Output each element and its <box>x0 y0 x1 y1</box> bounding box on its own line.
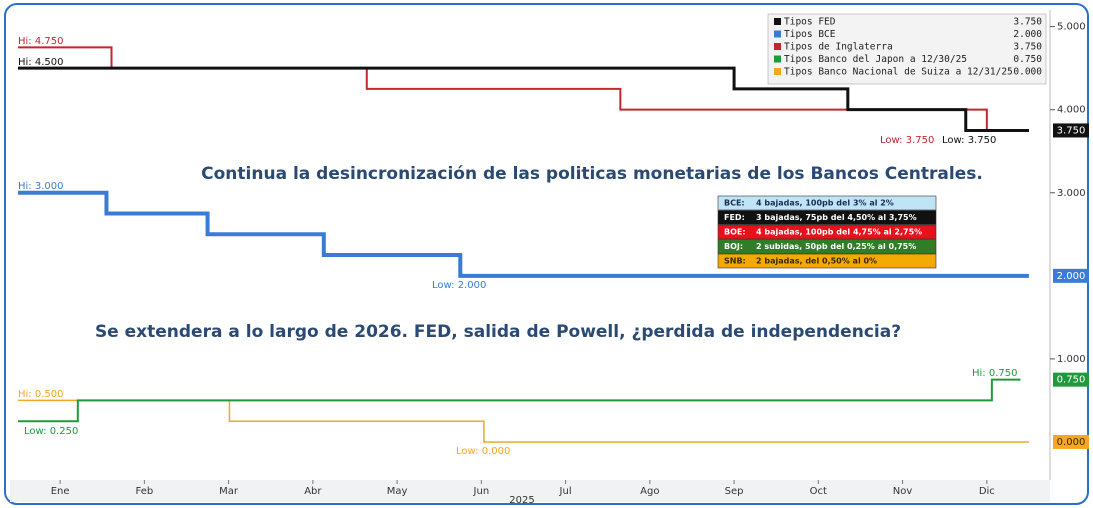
last-value-tag <box>1053 268 1089 283</box>
annotation: Low: 0.000 <box>456 446 510 457</box>
legend-label: Tipos FED <box>784 17 836 28</box>
table-row-text: 4 bajadas, 100pb del 3% al 2% <box>756 199 894 208</box>
legend-value: 3.750 <box>1013 17 1042 28</box>
annotation: Low: 3.750 <box>880 135 934 146</box>
x-tick-label: Ago <box>640 486 659 497</box>
table-row-text: 4 bajadas, 100pb del 4,75% al 2,75% <box>756 228 922 237</box>
x-tick-label: Sep <box>725 486 744 497</box>
annotation: Hi: 0.750 <box>972 368 1017 379</box>
last-value-label: 3.750 <box>1057 125 1086 136</box>
y-tick-label: 3.000 <box>1057 188 1086 199</box>
x-tick-label: Nov <box>893 486 913 497</box>
x-tick-label: Ene <box>51 486 70 497</box>
table-row-text: 2 bajadas, del 0,50% al 0% <box>756 257 877 266</box>
legend-label: Tipos Banco Nacional de Suiza a 12/31/25 <box>784 67 1013 78</box>
last-value-label: 0.000 <box>1057 437 1086 448</box>
y-tick-label: 5.000 <box>1057 22 1086 33</box>
table-row <box>717 195 937 211</box>
legend-value: 2.000 <box>1013 29 1042 40</box>
frame <box>4 3 1089 505</box>
x-tick-label: Oct <box>810 486 827 497</box>
annotation: Hi: 4.500 <box>18 57 63 68</box>
table-row-label: BOE: <box>724 228 746 237</box>
last-value-tag <box>1053 434 1089 449</box>
annotation: Low: 2.000 <box>432 280 486 291</box>
legend-swatch <box>774 18 781 25</box>
legend-label: Tipos BCE <box>784 29 836 40</box>
annotation: Hi: 4.750 <box>18 36 63 47</box>
x-tick-label: Abr <box>304 486 322 497</box>
last-value-label: 2.000 <box>1057 271 1086 282</box>
x-axis-strip <box>10 480 1050 502</box>
x-tick-label: Jun <box>473 486 490 497</box>
x-tick-label: Mar <box>219 486 239 497</box>
x-tick-label: Feb <box>136 486 154 497</box>
series-line <box>18 66 1029 132</box>
legend: Tipos FED 3.750 Tipos BCE 2.000 Tipos de Ing… <box>767 13 1047 85</box>
legend-label: Tipos de Inglaterra <box>784 42 893 53</box>
legend-label: Tipos Banco del Japon a 12/30/25 <box>784 54 967 65</box>
table-row-label: BOJ: <box>724 242 743 251</box>
annotation: Low: 0.250 <box>24 426 78 437</box>
table-row-label: FED: <box>724 213 745 222</box>
table-row-label: BCE: <box>724 199 745 208</box>
annotation: Hi: 0.500 <box>18 389 63 400</box>
legend-swatch <box>774 30 781 38</box>
y-tick-label: 4.000 <box>1057 105 1086 116</box>
series-line <box>18 46 1029 132</box>
table-row <box>717 253 937 269</box>
table-row <box>717 210 937 225</box>
headline: Continua la desincronización de las poli… <box>201 164 983 184</box>
legend-swatch <box>774 55 781 63</box>
annotation: Low: 3.750 <box>942 135 996 146</box>
legend-swatch <box>774 43 781 50</box>
x-tick-label: Jul <box>559 486 572 497</box>
series-line <box>18 378 1021 423</box>
y-tick-label: 1.000 <box>1057 354 1086 365</box>
table-row-label: SNB: <box>724 257 746 266</box>
annotation: Hi: 3.000 <box>18 181 63 192</box>
legend-swatch <box>774 68 781 75</box>
x-axis-label: 2025 <box>509 495 534 506</box>
table-row-text: 2 subidas, 50pb del 0,25% al 0,75% <box>756 242 916 251</box>
x-tick-label: Dic <box>979 486 995 497</box>
table-row <box>717 224 937 240</box>
table-row <box>717 239 937 254</box>
last-value-tag <box>1053 123 1089 138</box>
table-row-text: 3 bajadas, 75pb del 4,50% al 3,75% <box>756 213 917 222</box>
x-tick-label: May <box>387 486 408 497</box>
subheadline: Se extendera a lo largo de 2026. FED, sa… <box>95 322 901 342</box>
policy-table: BCE: 4 bajadas, 100pb del 3% al 2% FED: 3 b… <box>717 195 937 269</box>
legend-value: 0.000 <box>1013 67 1042 78</box>
series-line <box>18 190 1029 278</box>
last-value-label: 0.750 <box>1057 375 1086 386</box>
last-value-tag <box>1053 372 1089 387</box>
legend-box <box>767 13 1047 85</box>
legend-value: 0.750 <box>1013 54 1042 65</box>
legend-value: 3.750 <box>1013 42 1042 53</box>
